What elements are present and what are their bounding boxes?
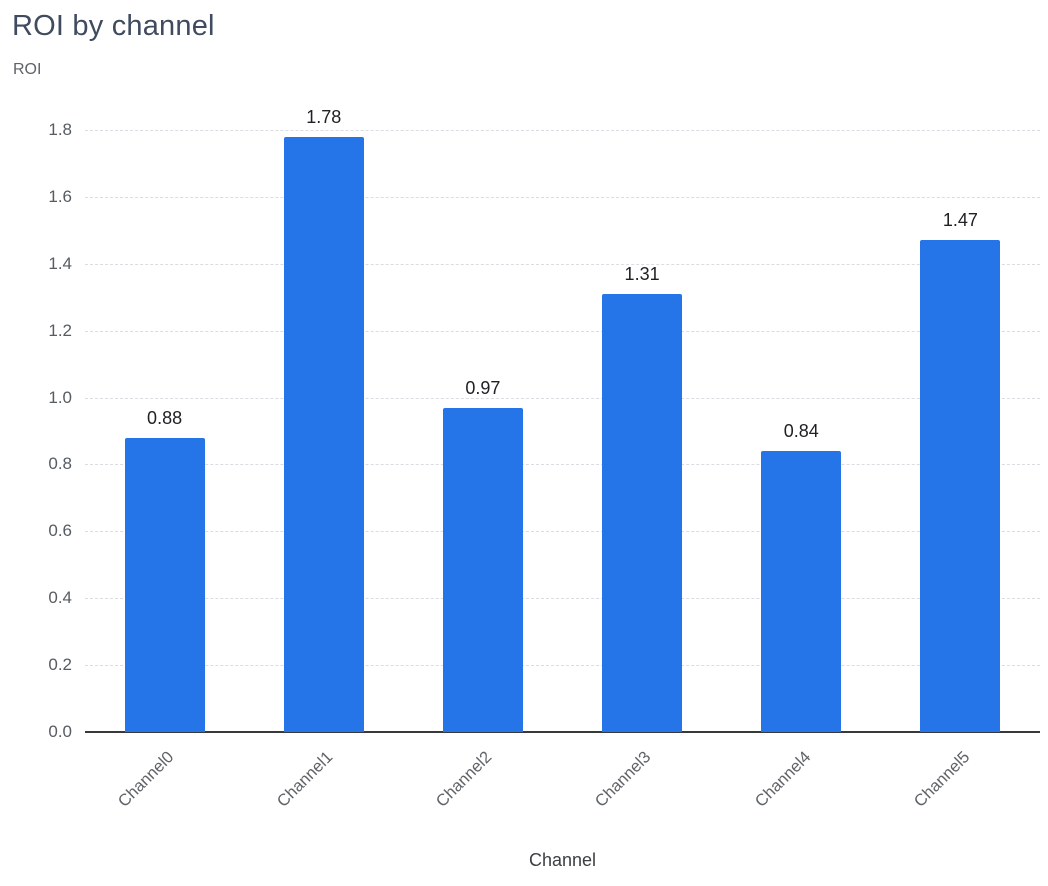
- x-tick-label: Channel1: [273, 748, 337, 811]
- bar[interactable]: [442, 407, 523, 732]
- grid-line: [85, 196, 1040, 198]
- chart-title: ROI by channel: [12, 10, 215, 42]
- bar[interactable]: [761, 451, 842, 732]
- x-axis-title: Channel: [528, 850, 597, 870]
- bar[interactable]: [602, 293, 683, 732]
- bar-value-label: 0.88: [147, 407, 183, 428]
- y-tick-label: 0.0: [48, 722, 72, 741]
- y-axis-title: ROI: [13, 61, 42, 78]
- y-tick-label: 1.6: [48, 186, 72, 206]
- bar[interactable]: [283, 136, 364, 732]
- y-tick-label: 0.6: [48, 521, 72, 541]
- grid-line: [85, 665, 1040, 667]
- x-tick-label: Channel2: [432, 748, 496, 811]
- bar[interactable]: [920, 240, 1001, 732]
- y-tick-label: 0.2: [48, 655, 72, 675]
- grid-line: [85, 330, 1040, 332]
- y-tick-label: 1.4: [48, 253, 72, 273]
- bar-value-label: 0.97: [465, 377, 501, 398]
- grid-line: [85, 130, 1040, 131]
- y-tick-label: 1.0: [48, 387, 72, 407]
- x-tick-label: Channel4: [751, 748, 814, 811]
- bar-value-label: 1.78: [306, 106, 342, 127]
- grid-line: [85, 464, 1040, 466]
- bar-value-label: 0.84: [783, 421, 819, 442]
- grid-line: [85, 598, 1040, 600]
- bar[interactable]: [124, 437, 205, 732]
- x-tick-label: Channel5: [910, 748, 974, 811]
- x-tick-label: Channel0: [114, 748, 178, 811]
- x-tick-label: Channel3: [592, 748, 655, 811]
- grid-line: [85, 263, 1040, 265]
- y-tick-label: 1.8: [48, 120, 72, 139]
- bar-value-label: 1.31: [624, 263, 660, 284]
- y-tick-label: 1.2: [48, 320, 72, 340]
- bar-value-label: 1.47: [942, 210, 978, 231]
- y-tick-label: 0.8: [48, 454, 72, 474]
- plot-area: 0.0 0.2 0.4 0.6 0.8 1.0 1.2 1.4 1.6 1.8 0.88 Channe…: [48, 107, 1040, 811]
- grid-line: [85, 531, 1040, 533]
- y-tick-label: 0.4: [48, 588, 72, 608]
- x-axis-line: [85, 731, 1040, 733]
- grid-line: [85, 397, 1040, 399]
